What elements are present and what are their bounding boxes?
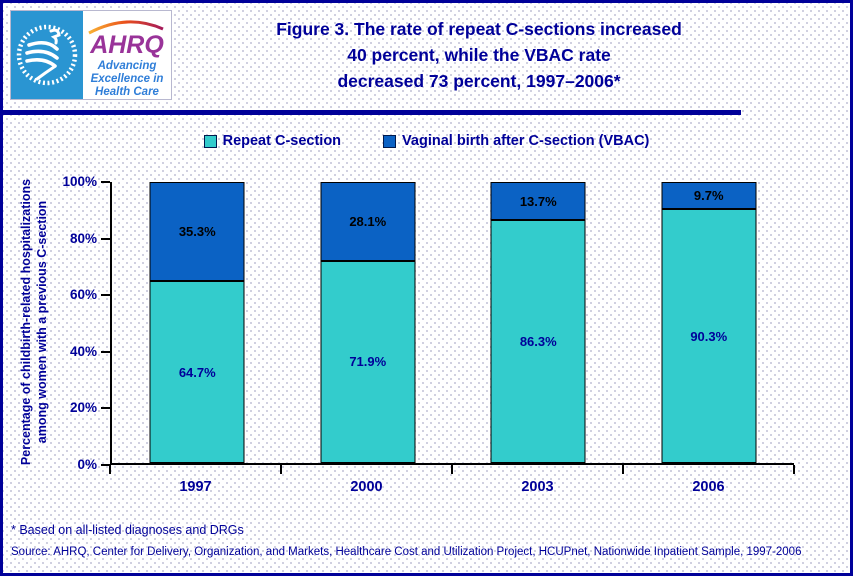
segment-vbac-2003: 13.7% [490, 182, 586, 221]
x-axis-labels: 1997 2000 2003 2006 [110, 479, 794, 495]
segment-vbac-2006: 9.7% [661, 182, 757, 210]
legend-label-repeat-csection: Repeat C-section [222, 133, 342, 149]
x-axis-label-2000: 2000 [350, 479, 383, 495]
x-axis-label-2006: 2006 [692, 479, 725, 495]
x-axis-label-1997: 1997 [179, 479, 212, 495]
stacked-bar-2000: 28.1% 71.9% [320, 182, 416, 463]
legend-swatch-repeat-csection [203, 134, 217, 148]
data-label: 35.3% [178, 224, 216, 240]
segment-repeat-csection-2003: 86.3% [490, 220, 586, 463]
legend-item-vbac: Vaginal birth after C-section (VBAC) [383, 133, 649, 149]
data-label: 90.3% [690, 328, 728, 344]
segment-vbac-1997: 35.3% [149, 182, 245, 282]
tagline-line-3: Health Care [95, 86, 160, 98]
x-tick-mark [280, 465, 282, 474]
figure-title-line-2: 40 percent, while the VBAC rate [347, 45, 611, 65]
figure-title-line-3: decreased 73 percent, 1997–2006* [337, 71, 621, 91]
y-tick-label: 60% [69, 287, 97, 303]
segment-vbac-2000: 28.1% [320, 182, 416, 261]
stacked-bar-2003: 13.7% 86.3% [490, 182, 586, 463]
bar-group-2003: 13.7% 86.3% [453, 182, 624, 463]
bar-group-2006: 9.7% 90.3% [624, 182, 795, 463]
y-axis: 0% 20% 40% 60% 80% 100% [53, 174, 110, 472]
bar-group-2000: 28.1% 71.9% [283, 182, 454, 463]
data-label: 9.7% [693, 188, 724, 204]
legend-item-repeat-csection: Repeat C-section [203, 133, 342, 149]
x-tick-mark [451, 465, 453, 474]
ahrq-logo: AHRQ Advancing Excellence in Health Care [10, 10, 172, 100]
hhs-eagle-icon [11, 11, 83, 99]
ahrq-logo-graphic: AHRQ Advancing Excellence in Health Care [11, 11, 171, 99]
y-tick-mark [101, 294, 110, 297]
tagline-line-1: Advancing [97, 60, 157, 72]
stacked-bar-2006: 9.7% 90.3% [661, 182, 757, 463]
y-tick-mark [101, 464, 110, 466]
y-tick-mark [101, 350, 110, 353]
legend-swatch-vbac [383, 134, 397, 148]
data-label: 13.7% [519, 193, 557, 209]
figure-title-line-1: Figure 3. The rate of repeat C-sections … [276, 19, 682, 39]
footnote: * Based on all-listed diagnoses and DRGs [11, 523, 244, 537]
data-label: 86.3% [519, 334, 557, 350]
y-axis-title-line-2: among women with a previous C-section [35, 200, 49, 444]
header-divider-rule [3, 110, 741, 115]
ahrq-wordmark: AHRQ Advancing Excellence in Health Care [83, 11, 171, 99]
figure-title: Figure 3. The rate of repeat C-sections … [173, 16, 785, 94]
bar-group-1997: 35.3% 64.7% [112, 182, 283, 463]
segment-repeat-csection-2006: 90.3% [661, 209, 757, 463]
tagline-line-2: Excellence in [91, 73, 164, 85]
y-tick-label: 20% [69, 400, 97, 416]
x-axis-ticks [109, 465, 795, 474]
stacked-bar-1997: 35.3% 64.7% [149, 182, 245, 463]
chart-legend: Repeat C-section Vaginal birth after C-s… [3, 133, 850, 149]
segment-repeat-csection-2000: 71.9% [320, 260, 416, 463]
ahrq-org-text: AHRQ [89, 31, 164, 59]
y-tick-label: 0% [77, 457, 97, 472]
source-citation: Source: AHRQ, Center for Delivery, Organ… [11, 546, 802, 558]
rainbow-arc-icon [88, 20, 164, 35]
data-label: 28.1% [349, 213, 387, 229]
legend-label-vbac: Vaginal birth after C-section (VBAC) [402, 133, 650, 149]
plot-area: 35.3% 64.7% 28.1% 71.9% 13.7% 86.3% 9.7% 90.3% [110, 182, 794, 465]
y-tick-mark [101, 407, 110, 410]
x-axis-label-2003: 2003 [521, 479, 554, 495]
y-axis-title-line-1: Percentage of childbirth-related hospita… [19, 178, 33, 466]
y-tick-mark [101, 181, 110, 183]
y-tick-mark [101, 237, 110, 240]
data-label: 64.7% [178, 364, 216, 380]
y-axis-title: Percentage of childbirth-related hospita… [18, 162, 50, 482]
x-tick-mark [109, 465, 111, 474]
x-tick-mark [622, 465, 624, 474]
x-tick-mark [793, 465, 795, 474]
data-label: 71.9% [349, 354, 387, 370]
y-tick-label: 100% [62, 174, 97, 189]
segment-repeat-csection-1997: 64.7% [149, 281, 245, 463]
y-tick-label: 40% [69, 343, 97, 359]
y-tick-label: 80% [69, 230, 97, 246]
